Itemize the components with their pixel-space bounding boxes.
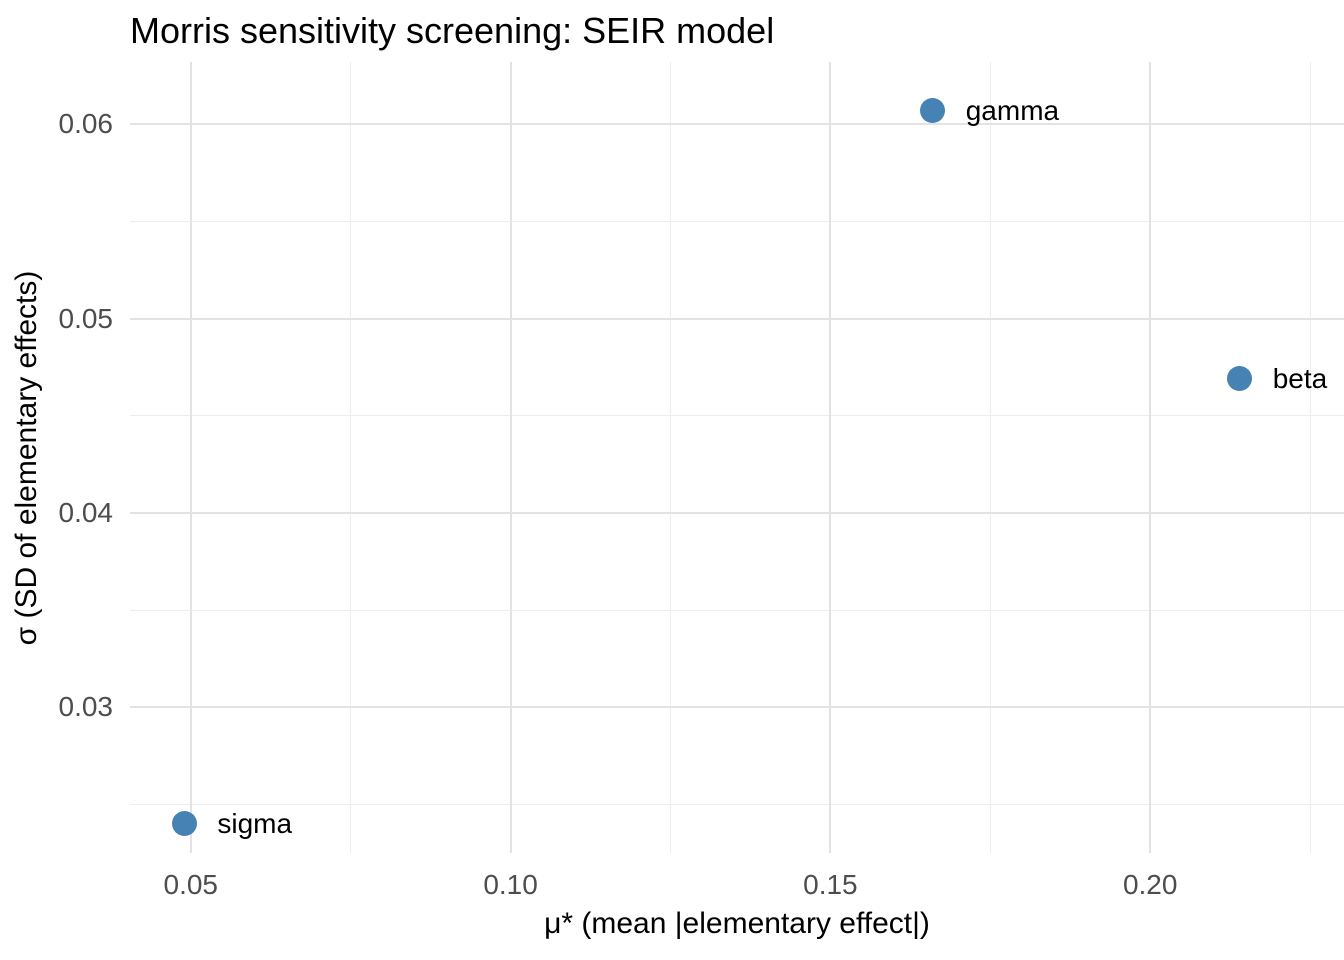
data-point-beta (1227, 366, 1253, 392)
minor-gridline-horizontal (130, 415, 1344, 417)
plot-title: Morris sensitivity screening: SEIR model (130, 10, 775, 51)
minor-gridline-horizontal (130, 609, 1344, 611)
minor-gridline-vertical (989, 62, 991, 853)
point-label-gamma: gamma (965, 94, 1060, 126)
x-tick-label-0.05: 0.05 (163, 869, 219, 900)
major-gridline-vertical (509, 62, 512, 853)
major-gridline-vertical (189, 62, 192, 853)
x-tick-label-0.15: 0.15 (803, 869, 858, 900)
minor-gridline-horizontal (130, 220, 1344, 222)
point-label-sigma: sigma (217, 807, 293, 839)
x-axis-title: μ* (mean |elementary effect|) (544, 907, 930, 940)
major-gridline-horizontal (130, 706, 1344, 709)
y-tick-label-0.04: 0.04 (58, 496, 114, 528)
data-point-gamma (920, 98, 946, 124)
minor-gridline-vertical (350, 62, 352, 853)
minor-gridline-vertical (669, 62, 671, 853)
major-gridline-vertical (1149, 62, 1152, 853)
minor-gridline-horizontal (130, 803, 1344, 805)
plot-panel: gamma beta sigma (130, 62, 1344, 853)
data-point-sigma (171, 811, 197, 837)
major-gridline-vertical (829, 62, 832, 853)
minor-gridline-vertical (1309, 62, 1311, 853)
y-tick-label-0.05: 0.05 (58, 302, 114, 334)
x-tick-label-0.20: 0.20 (1122, 869, 1178, 900)
y-tick-label-0.06: 0.06 (58, 108, 114, 140)
y-axis-title: σ (SD of elementary effects) (10, 270, 43, 646)
x-tick-label-0.10: 0.10 (483, 869, 538, 900)
major-gridline-horizontal (130, 123, 1344, 126)
major-gridline-horizontal (130, 317, 1344, 320)
point-label-beta: beta (1272, 362, 1328, 394)
y-tick-label-0.03: 0.03 (58, 691, 114, 723)
major-gridline-horizontal (130, 511, 1344, 514)
